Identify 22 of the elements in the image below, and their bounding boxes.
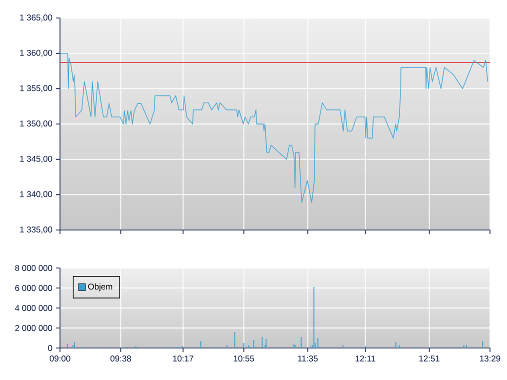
- x-tick-label: 09:00: [50, 356, 70, 362]
- x-tick-label: 10:55: [234, 356, 254, 362]
- x-tick-label: 10:17: [173, 356, 194, 362]
- y-tick-label: 0: [48, 345, 52, 351]
- y-tick-label: 1 355,00: [20, 85, 52, 92]
- y-tick-label: 1 335,00: [20, 226, 52, 234]
- legend-label: Objem: [88, 283, 112, 292]
- x-tick-label: 09:38: [110, 356, 131, 362]
- y-tick-label: 1 365,00: [20, 14, 52, 22]
- y-tick-label: 1 345,00: [20, 156, 52, 163]
- y-tick-label: 6 000 000: [15, 285, 52, 291]
- x-tick-label: 11:35: [298, 356, 318, 362]
- y-tick-label: 1 350,00: [20, 120, 52, 128]
- y-tick-label: 1 340,00: [20, 191, 52, 198]
- line-series: [60, 52, 488, 203]
- y-tick-label: 2 000 000: [15, 325, 52, 331]
- y-tick-label: 1 360,00: [20, 50, 52, 57]
- y-tick-label: 8 000 000: [15, 265, 52, 271]
- x-tick-label: 12:11: [356, 356, 376, 362]
- x-tick-label: 13:29: [480, 356, 500, 362]
- y-tick-label: 4 000 000: [15, 305, 52, 311]
- x-tick-label: 12:51: [419, 356, 440, 362]
